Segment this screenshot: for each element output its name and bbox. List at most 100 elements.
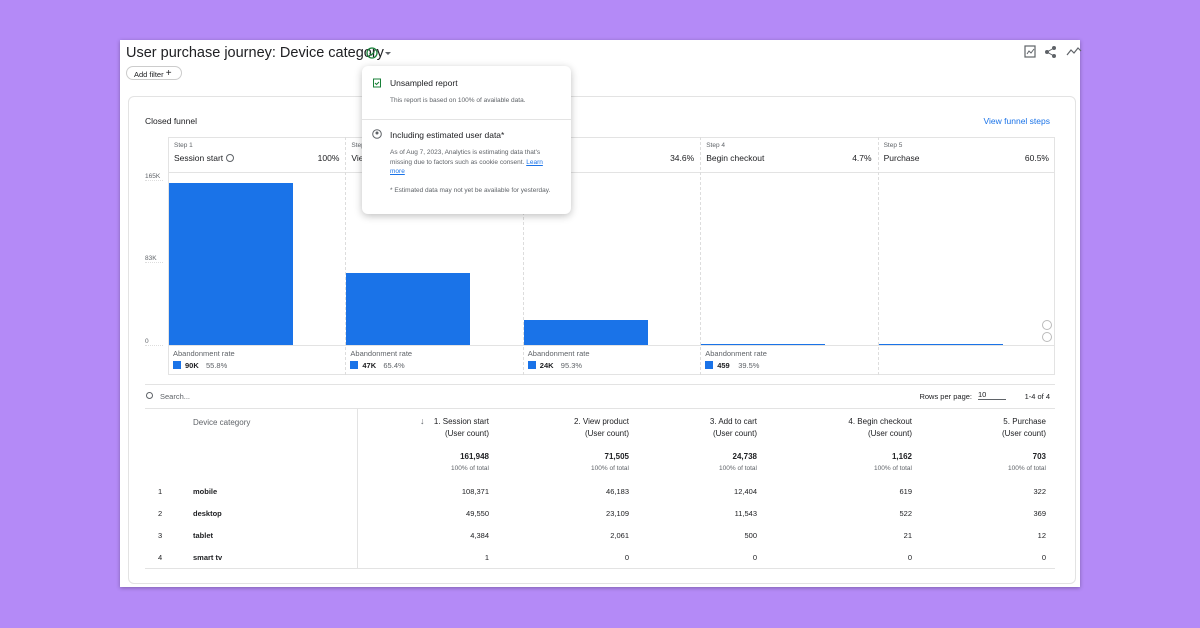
column-metric: (User count)	[444, 429, 489, 438]
step-rate: 60.5%	[1024, 153, 1049, 163]
row-value: 0	[624, 553, 629, 562]
divider	[145, 384, 1055, 385]
abandonment-rate: 39.5%	[738, 361, 760, 370]
legend-swatch	[527, 361, 536, 369]
user-icon	[372, 129, 382, 139]
column-divider	[357, 408, 358, 568]
row-index: 4	[158, 553, 163, 562]
row-index: 1	[158, 487, 163, 496]
y-tick-label: 83K	[145, 255, 157, 262]
search-input[interactable]: Search...	[160, 392, 191, 401]
row-value: 49,550	[466, 509, 489, 518]
column-name[interactable]: 4. Begin checkout	[848, 417, 912, 426]
step-rate: 34.6%	[670, 153, 695, 163]
total-note: 100% of total	[451, 465, 489, 472]
step-number: Step 4	[706, 142, 725, 149]
row-value: 0	[1041, 553, 1046, 562]
abandoned-count: 90K	[185, 361, 199, 370]
row-value: 46,183	[606, 487, 629, 496]
total-note: 100% of total	[719, 465, 757, 472]
search-icon	[146, 392, 153, 399]
info-icon[interactable]	[226, 154, 234, 162]
add-filter-button[interactable]: Add filter +	[126, 66, 182, 80]
column-metric: (User count)	[867, 429, 912, 438]
step-number: Step 5	[883, 142, 903, 149]
divider	[145, 568, 1055, 569]
zoom-out[interactable]	[1042, 332, 1052, 342]
legend-swatch	[173, 361, 181, 369]
rows-per-page-select[interactable]: 10	[978, 391, 1006, 400]
bar	[169, 183, 293, 345]
view-funnel-link[interactable]: View funnel steps	[983, 116, 1050, 126]
row-value: 2,061	[610, 531, 629, 540]
column-divider	[345, 137, 347, 375]
tick-mark	[145, 345, 163, 346]
tick-mark	[145, 180, 163, 181]
pagination: 1-4 of 4	[1024, 392, 1050, 401]
total-value: 703	[1032, 452, 1046, 461]
step-name: Begin checkout	[706, 153, 765, 163]
tooltip: Unsampled report This report is based on…	[362, 66, 571, 214]
row-value: 619	[899, 487, 912, 496]
abandoned-count: 47K	[362, 361, 377, 370]
step-name: Session start	[174, 153, 224, 163]
abandonment-rate: 65.4%	[383, 361, 405, 370]
tooltip-text: This report is based on 100% of availabl…	[390, 97, 526, 104]
bar	[346, 273, 471, 345]
step-rate: 4.7%	[852, 153, 872, 163]
abandoned-count: 459	[717, 361, 730, 370]
dimension-header[interactable]: Device category	[193, 418, 251, 427]
total-note: 100% of total	[874, 465, 912, 472]
total-note: 100% of total	[1008, 465, 1046, 472]
y-tick-label: 0	[145, 338, 149, 345]
column-name[interactable]: 3. Add to cart	[709, 417, 757, 426]
step-number: Step 2	[351, 142, 371, 149]
row-value: 11,543	[734, 509, 757, 518]
row-value: 12	[1037, 531, 1046, 540]
sort-arrow: ↓	[420, 416, 425, 426]
total-value: 1,162	[891, 452, 912, 461]
tooltip-heading: Unsampled report	[390, 78, 458, 88]
abandonment-label: Abandonment rate	[705, 349, 767, 358]
report-icon	[373, 78, 381, 88]
learn-more-link[interactable]: Learn more	[390, 158, 543, 176]
row-value: 108,371	[461, 487, 489, 496]
total-note: 100% of total	[591, 465, 629, 472]
funnel-frame	[168, 137, 1055, 375]
step-name: Purchase	[883, 153, 920, 163]
row-value: 322	[1033, 487, 1046, 496]
step-rate: 100%	[317, 153, 340, 163]
total-value: 71,505	[604, 452, 629, 461]
row-dimension: desktop	[193, 509, 222, 518]
add-filter-label: Add filter	[134, 70, 164, 79]
column-name[interactable]: 1. Session start	[433, 417, 489, 426]
column-name[interactable]: 5. Purchase	[1003, 417, 1046, 426]
row-value: 0	[752, 553, 757, 562]
y-tick-label: 165K	[145, 173, 161, 180]
row-value: 522	[899, 509, 912, 518]
total-value: 161,948	[460, 452, 489, 461]
column-name[interactable]: 2. View product	[574, 417, 629, 426]
column-divider	[522, 137, 524, 375]
row-value: 23,109	[606, 509, 629, 518]
abandonment-label: Abandonment rate	[527, 349, 590, 358]
bar	[701, 343, 826, 345]
abandonment-rate: 55.8%	[206, 361, 228, 370]
column-divider	[700, 137, 702, 375]
abandonment-rate: 95.3%	[560, 361, 583, 370]
divider	[168, 172, 1055, 173]
row-value: 1	[484, 553, 489, 562]
abandoned-count: 24K	[539, 361, 554, 370]
column-metric: (User count)	[712, 429, 757, 438]
zoom-in[interactable]	[1042, 320, 1052, 330]
divider	[362, 119, 571, 120]
legend-swatch	[705, 361, 714, 369]
row-value: 21	[903, 531, 912, 540]
row-dimension: smart tv	[193, 553, 223, 562]
tick-mark	[145, 262, 163, 263]
toolbar-icons[interactable]	[1022, 44, 1082, 60]
status-icons[interactable]	[365, 46, 399, 60]
row-dimension: tablet	[193, 531, 214, 540]
tooltip-text: As of Aug 7, 2023, Analytics is estimati…	[390, 149, 541, 166]
